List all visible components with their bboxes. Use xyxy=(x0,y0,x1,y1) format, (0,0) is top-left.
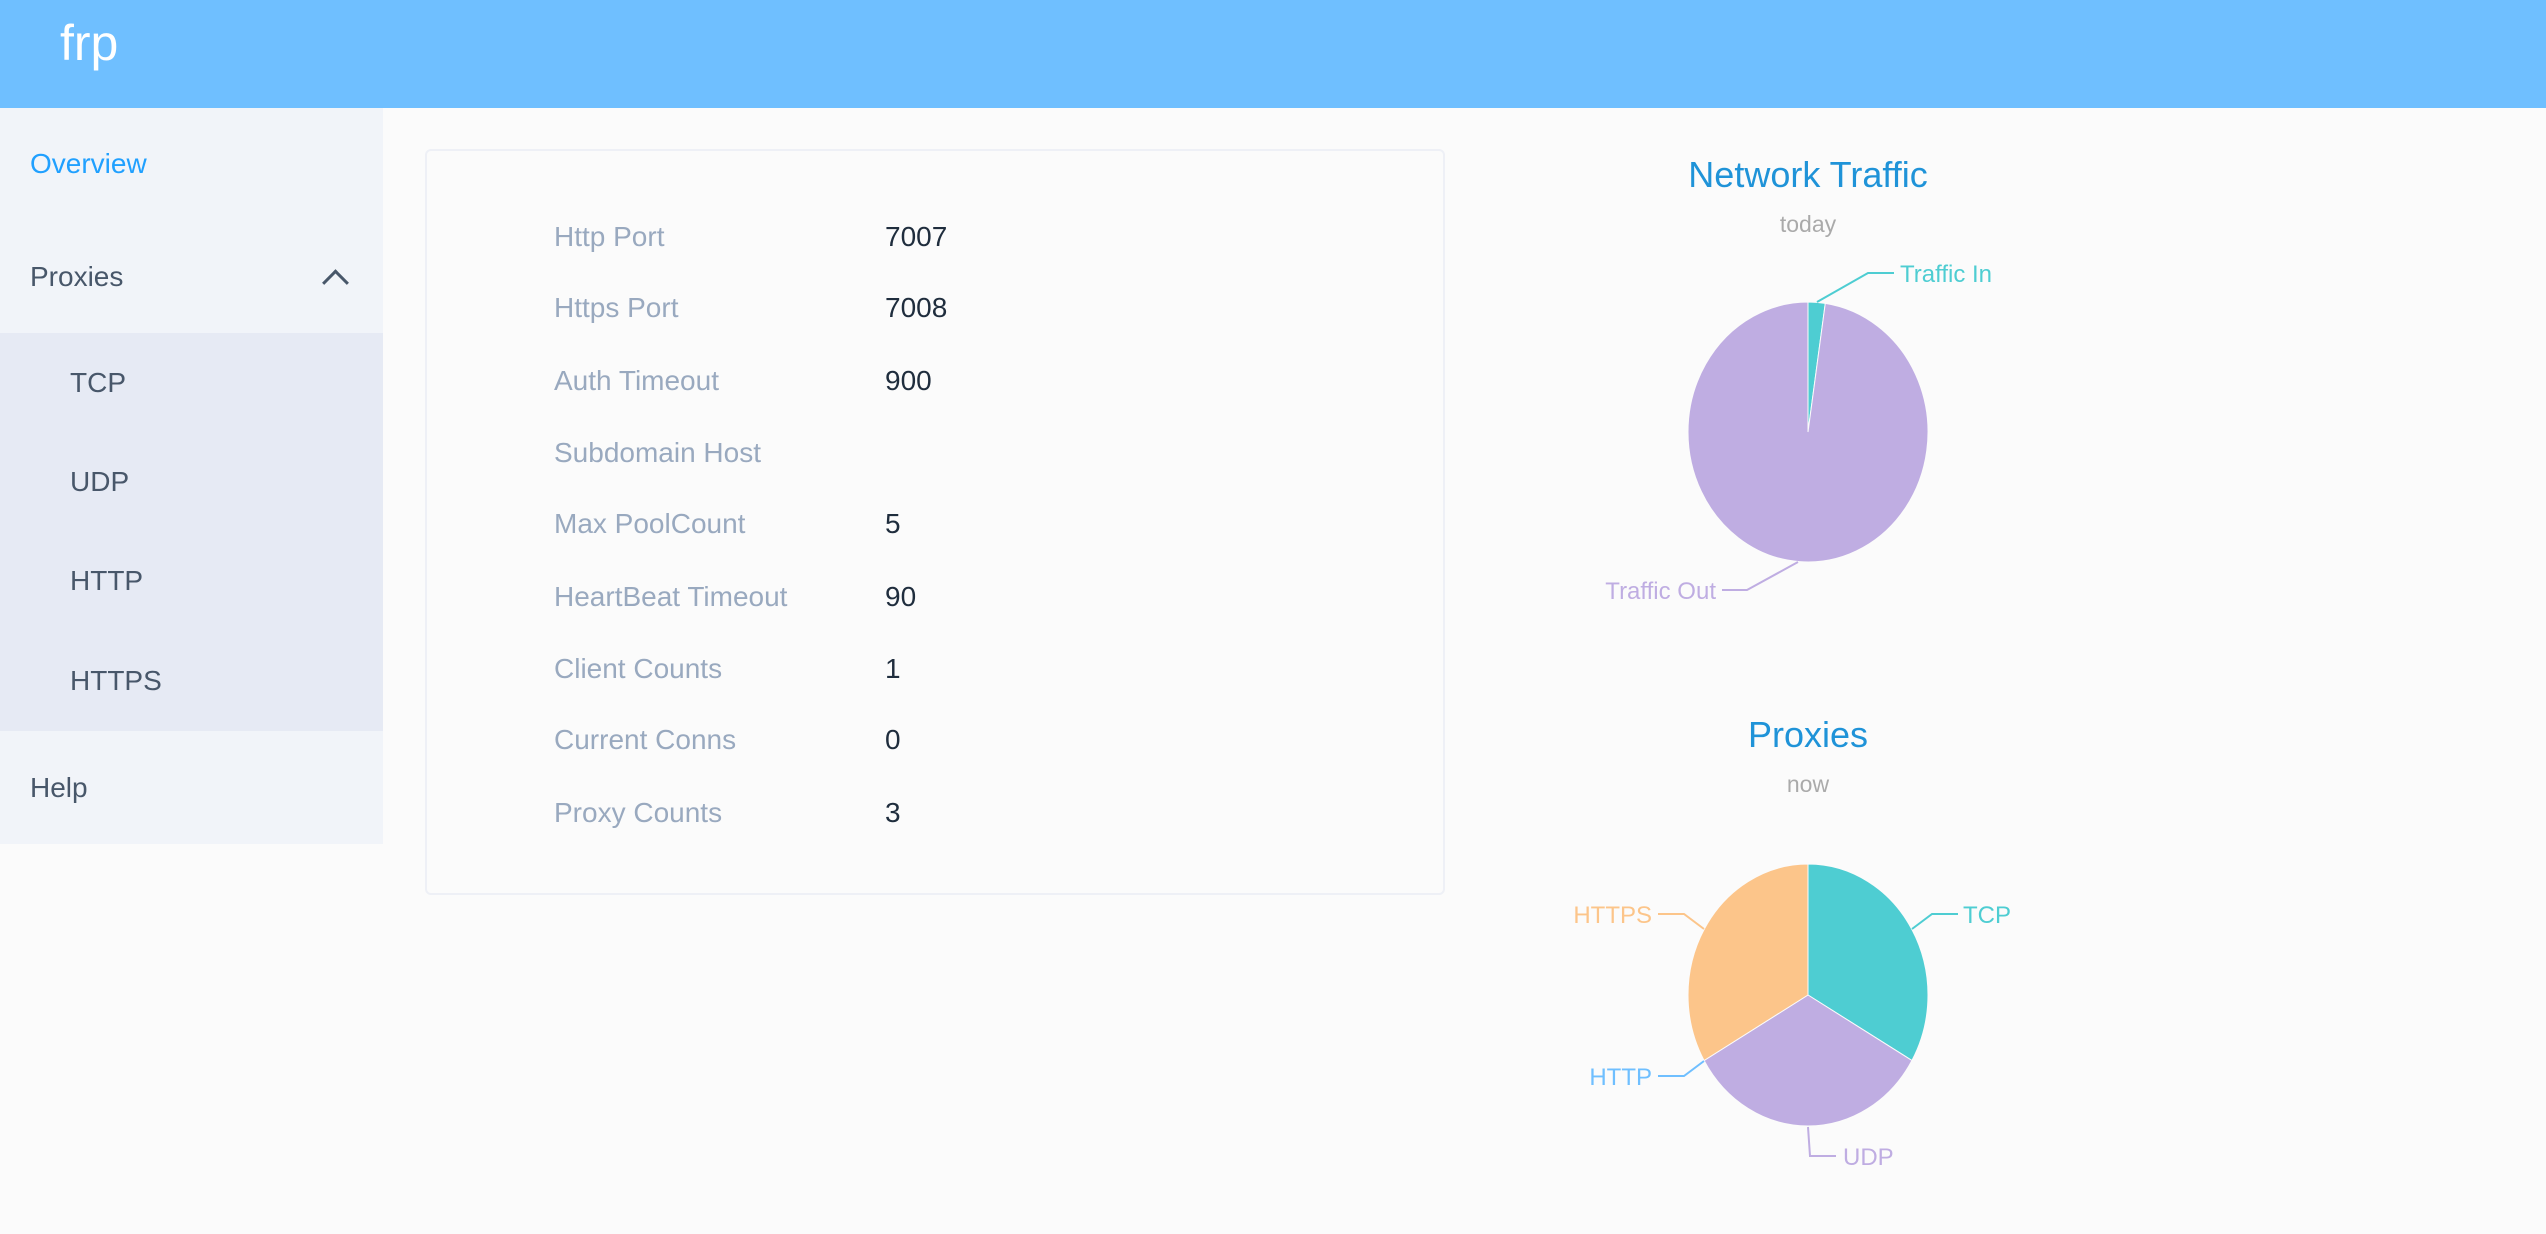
leader-line-traffic-out xyxy=(1722,561,1799,591)
info-row: Auth Timeout 900 xyxy=(427,365,1443,405)
info-value: 5 xyxy=(885,508,901,539)
leader-line-http xyxy=(1658,1060,1705,1077)
sidebar-item-label: HTTP xyxy=(70,565,144,596)
info-label: HeartBeat Timeout xyxy=(554,581,788,612)
leader-line-udp xyxy=(1807,1126,1836,1157)
proxies-submenu: TCP UDP HTTP HTTPS xyxy=(0,333,383,731)
sidebar: Overview Proxies TCP UDP HTTP HTTPS Help xyxy=(0,108,383,844)
sidebar-item-label: Overview xyxy=(30,148,147,179)
leader-line-tcp xyxy=(1911,913,1958,930)
traffic-chart-title: Network Traffic xyxy=(1688,154,1927,195)
app-logo[interactable]: frp xyxy=(60,15,119,71)
proxies-pie xyxy=(1687,863,1929,1127)
sidebar-item-tcp[interactable]: TCP xyxy=(0,333,383,433)
sidebar-item-label: TCP xyxy=(70,367,126,398)
sidebar-item-help[interactable]: Help xyxy=(0,731,383,844)
sidebar-item-label: Help xyxy=(30,771,88,803)
info-label: Max PoolCount xyxy=(554,508,746,539)
label-udp: UDP xyxy=(1843,1144,1894,1171)
info-value: 900 xyxy=(885,365,932,396)
sidebar-item-overview[interactable]: Overview xyxy=(0,108,383,220)
label-traffic-out: Traffic Out xyxy=(1605,578,1716,605)
traffic-chart-subtitle: today xyxy=(1780,211,1837,237)
pie-slice-https[interactable] xyxy=(1687,863,1809,1062)
info-row: Subdomain Host xyxy=(427,437,1443,477)
sidebar-item-label: HTTPS xyxy=(70,665,162,696)
info-row: Proxy Counts 3 xyxy=(427,797,1443,837)
sidebar-item-udp[interactable]: UDP xyxy=(0,432,383,532)
info-label: Http Port xyxy=(554,221,665,252)
top-header: frp xyxy=(0,0,2546,108)
info-row: Max PoolCount 5 xyxy=(427,508,1443,548)
info-label: Https Port xyxy=(554,292,679,323)
proxies-chart-title: Proxies xyxy=(1748,714,1868,755)
info-row: Https Port 7008 xyxy=(427,292,1443,332)
pie-slice-udp[interactable] xyxy=(1703,994,1913,1127)
label-traffic-in: Traffic In xyxy=(1900,261,1992,288)
info-row: HeartBeat Timeout 90 xyxy=(427,581,1443,621)
info-value: 1 xyxy=(885,653,901,684)
traffic-pie xyxy=(1687,301,1929,563)
info-row: Current Conns 0 xyxy=(427,724,1443,764)
info-value: 3 xyxy=(885,797,901,828)
pie-slice-tcp[interactable] xyxy=(1807,863,1929,1062)
info-label: Proxy Counts xyxy=(554,797,723,828)
label-tcp: TCP xyxy=(1963,902,2011,929)
sidebar-item-label: UDP xyxy=(70,466,130,497)
info-value: 0 xyxy=(885,724,901,755)
info-value: 7008 xyxy=(885,292,948,323)
pie-slice-traffic-out[interactable] xyxy=(1687,301,1929,563)
proxies-chart-subtitle: now xyxy=(1787,771,1830,797)
server-info-card: Http Port 7007 Https Port 7008 Auth Timeout 9… xyxy=(425,149,1445,895)
label-https: HTTPS xyxy=(1573,902,1652,929)
sidebar-item-proxies[interactable]: Proxies xyxy=(0,220,383,333)
info-label: Subdomain Host xyxy=(554,437,762,468)
sidebar-item-http[interactable]: HTTP xyxy=(0,531,383,631)
leader-line-traffic-in xyxy=(1816,272,1894,303)
info-label: Auth Timeout xyxy=(554,365,719,396)
sidebar-item-https[interactable]: HTTPS xyxy=(0,631,383,731)
info-row: Http Port 7007 xyxy=(427,221,1443,261)
info-row: Client Counts 1 xyxy=(427,653,1443,693)
info-label: Current Conns xyxy=(554,724,737,755)
label-http: HTTP xyxy=(1589,1064,1652,1091)
leader-line-https xyxy=(1658,913,1705,930)
info-label: Client Counts xyxy=(554,653,723,684)
info-value: 7007 xyxy=(885,221,948,252)
sidebar-item-label: Proxies xyxy=(30,260,124,292)
info-value: 90 xyxy=(885,581,917,612)
